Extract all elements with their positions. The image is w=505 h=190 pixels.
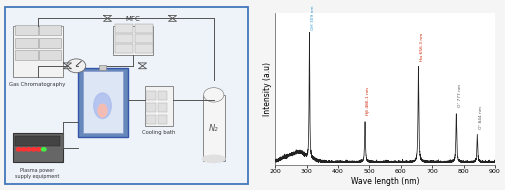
Bar <box>158 103 167 112</box>
Circle shape <box>22 148 26 151</box>
Bar <box>13 133 63 162</box>
Bar <box>115 24 133 33</box>
Bar <box>15 136 60 146</box>
Bar <box>15 38 37 48</box>
Text: Hα 656.3 nm: Hα 656.3 nm <box>420 32 424 61</box>
Circle shape <box>67 59 86 73</box>
Bar <box>146 91 156 101</box>
Bar <box>135 44 154 53</box>
Bar <box>38 50 61 60</box>
Text: O¹ 844 nm: O¹ 844 nm <box>479 106 483 129</box>
Bar <box>13 26 63 77</box>
Text: Plasma power
supply equipment: Plasma power supply equipment <box>15 168 60 179</box>
Bar <box>146 103 156 112</box>
Text: N₂: N₂ <box>209 124 219 133</box>
Circle shape <box>41 148 46 151</box>
Text: O¹ 777 nm: O¹ 777 nm <box>458 84 462 107</box>
Bar <box>15 50 37 60</box>
FancyBboxPatch shape <box>5 7 247 184</box>
Bar <box>158 91 167 101</box>
Bar <box>115 34 133 43</box>
Ellipse shape <box>204 88 224 102</box>
Circle shape <box>17 148 21 151</box>
Circle shape <box>31 148 36 151</box>
Bar <box>135 24 154 33</box>
Bar <box>15 25 37 35</box>
Ellipse shape <box>94 93 111 119</box>
Circle shape <box>36 148 41 151</box>
Ellipse shape <box>98 104 107 117</box>
Bar <box>146 115 156 124</box>
Y-axis label: Intensity (a.u): Intensity (a.u) <box>264 62 272 116</box>
Bar <box>38 38 61 48</box>
Text: Hβ 486.1 nm: Hβ 486.1 nm <box>366 87 370 115</box>
Bar <box>115 44 133 53</box>
Ellipse shape <box>203 155 225 162</box>
Bar <box>113 26 153 55</box>
Text: OH 309 nm: OH 309 nm <box>311 5 315 30</box>
Bar <box>82 71 123 133</box>
Bar <box>158 115 167 124</box>
Bar <box>145 86 173 126</box>
Bar <box>78 68 127 137</box>
Bar <box>203 95 225 161</box>
Bar <box>135 34 154 43</box>
Bar <box>38 25 61 35</box>
Circle shape <box>27 148 31 151</box>
Bar <box>99 65 106 70</box>
Text: MFC: MFC <box>125 16 140 22</box>
Text: Gas Chromatography: Gas Chromatography <box>9 82 66 87</box>
Text: Cooling bath: Cooling bath <box>142 130 175 135</box>
X-axis label: Wave length (nm): Wave length (nm) <box>351 177 419 186</box>
